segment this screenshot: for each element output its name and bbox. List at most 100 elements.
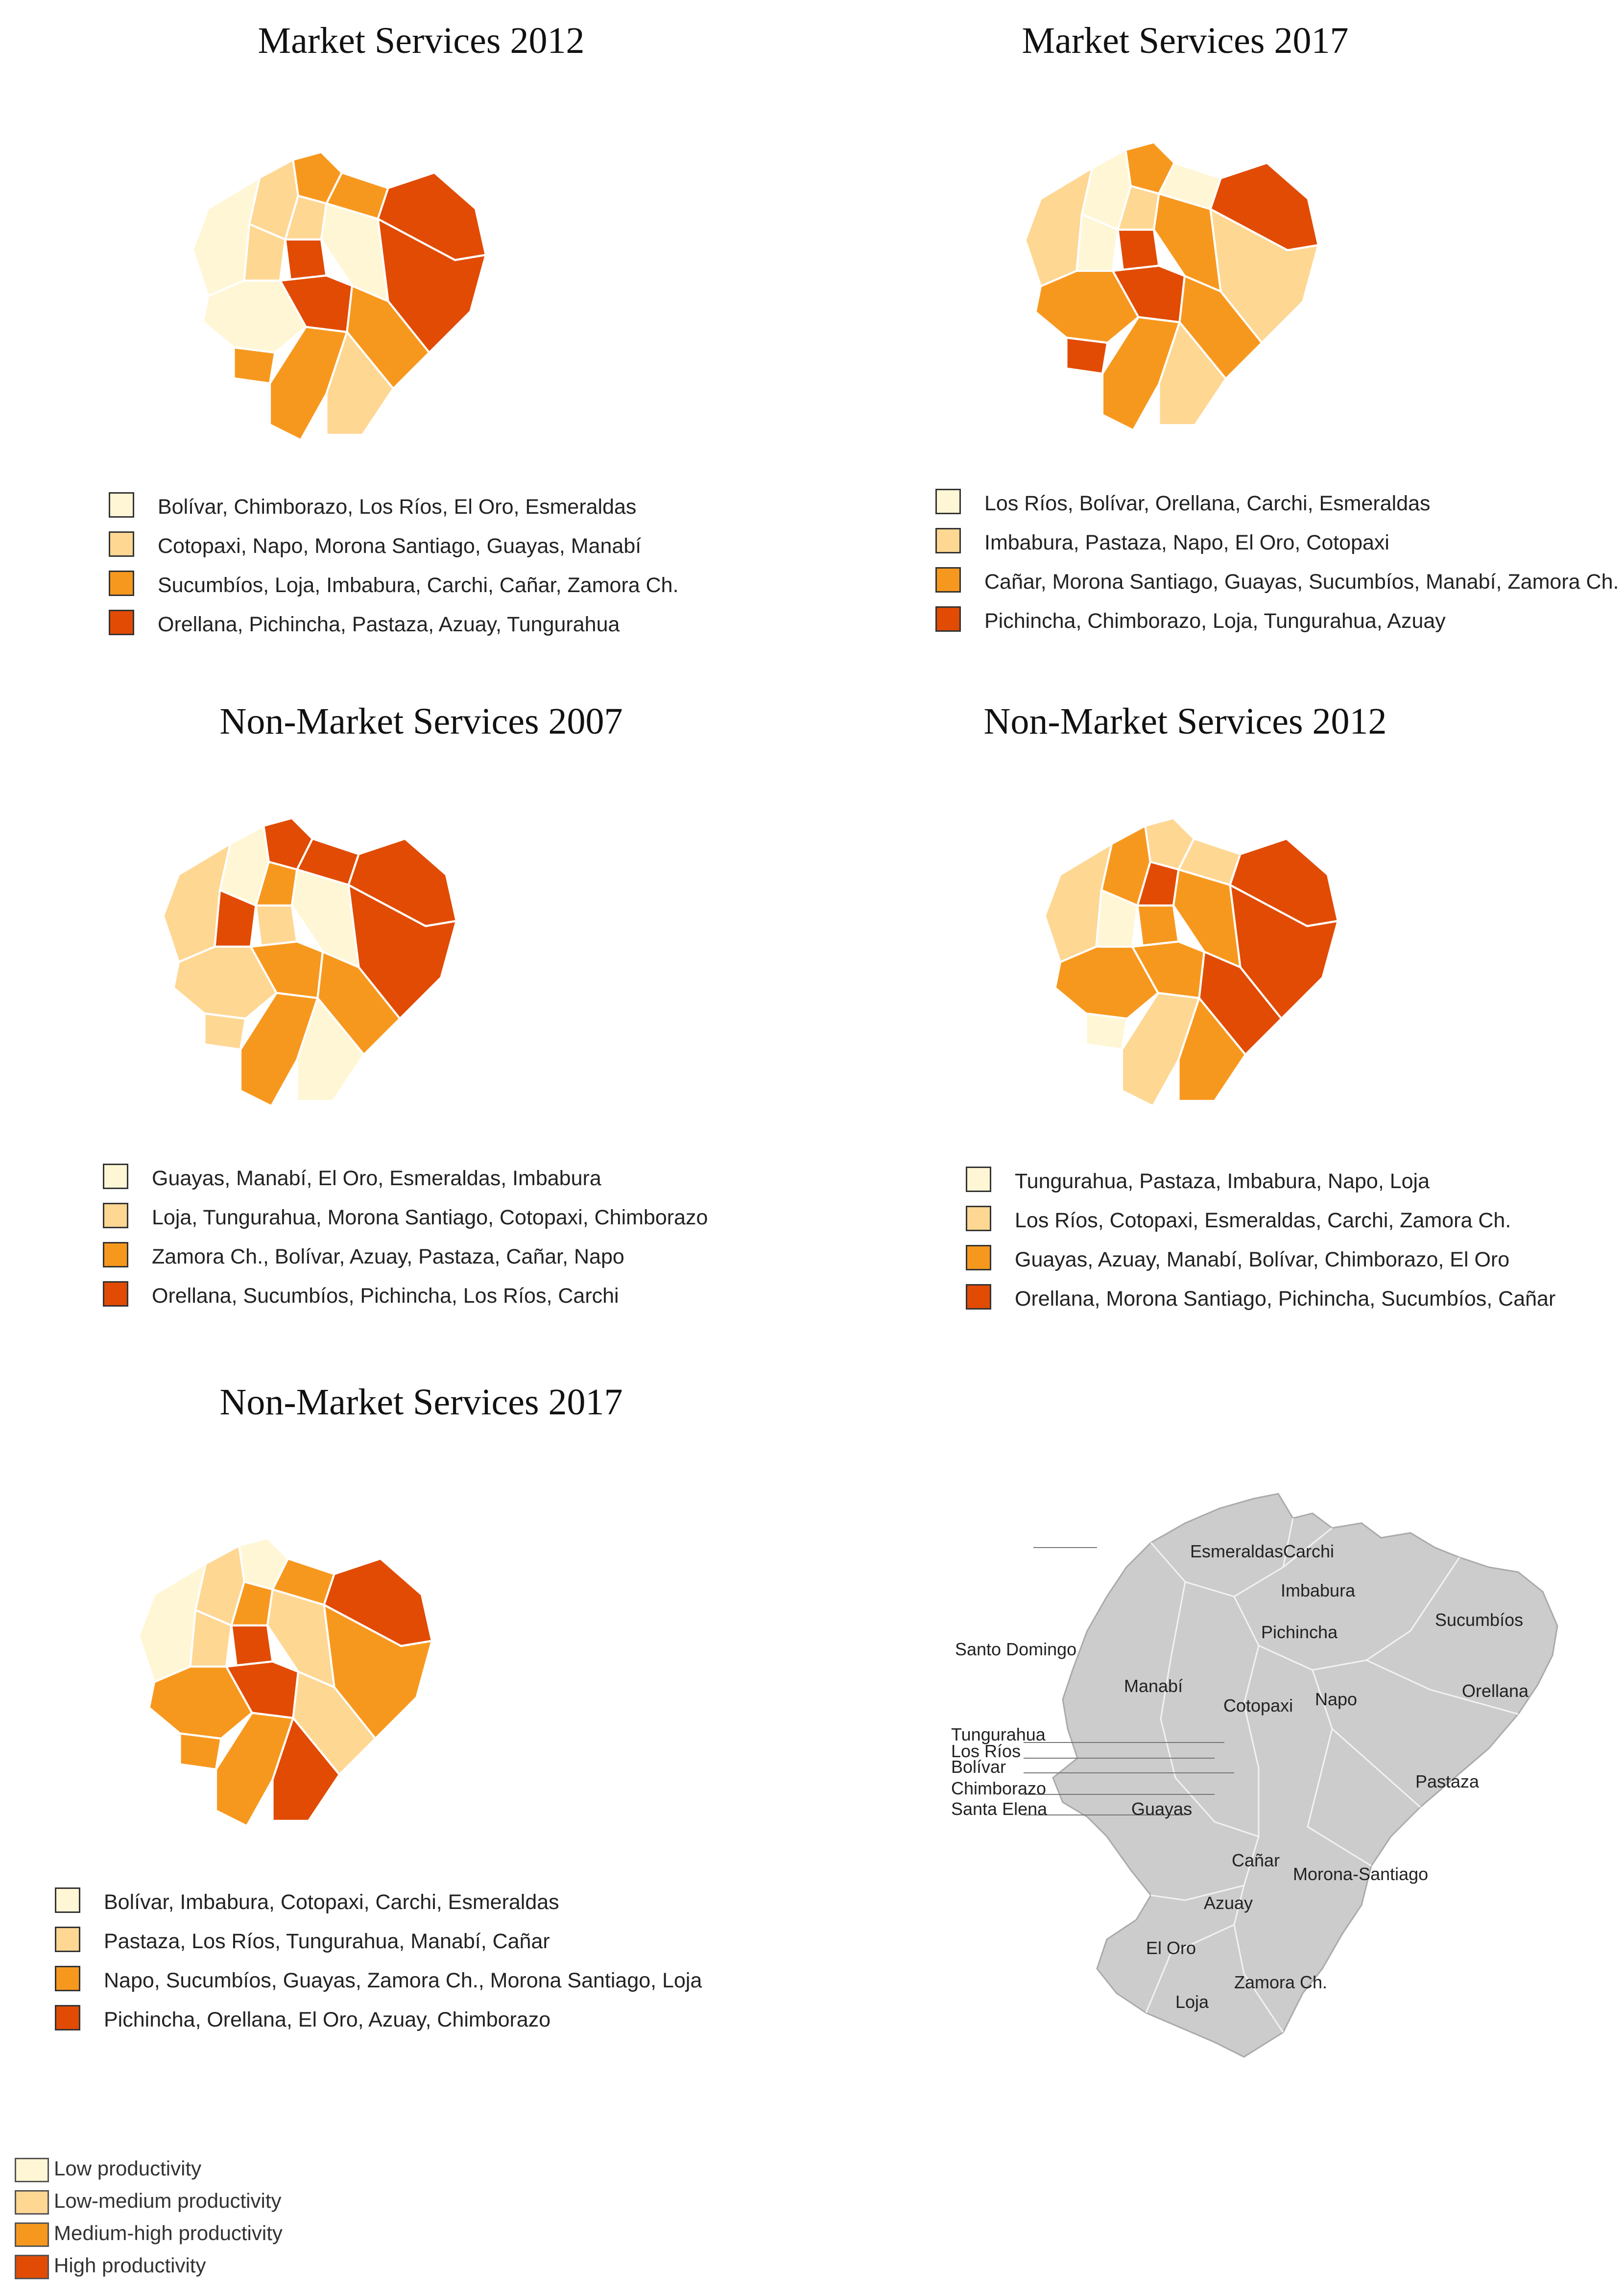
key-swatch-high — [15, 2255, 49, 2279]
legend-swatch-medium-high — [103, 1242, 128, 1267]
legend-label: Cotopaxi, Napo, Morona Santiago, Guayas,… — [158, 534, 642, 558]
key-label: Low productivity — [54, 2157, 202, 2180]
province-map — [191, 151, 487, 441]
panel-non-market-services-2017: Non-Market Services 2017 — [78, 1381, 764, 1430]
province-region — [1065, 336, 1109, 375]
legend-swatch-medium-high — [55, 1966, 80, 1991]
legend-label: Pichincha, Orellana, El Oro, Azuay, Chim… — [104, 2008, 551, 2031]
province-label: Morona-Santiago — [1293, 1864, 1428, 1884]
province-region — [1158, 321, 1227, 427]
province-region — [1198, 951, 1283, 1056]
legend-swatch-low — [109, 492, 134, 518]
reference-province-map: Esmeraldas Carchi Imbabura Sucumbíos San… — [951, 1493, 1558, 2058]
province-region — [172, 945, 278, 1020]
province-label: Imbabura — [1281, 1580, 1356, 1600]
province-region — [325, 331, 395, 436]
province-label: Chimborazo — [951, 1778, 1046, 1798]
legend-swatch-low-medium — [966, 1206, 991, 1231]
key-swatch-low — [15, 2158, 49, 2182]
legend-label: Pichincha, Chimborazo, Loja, Tungurahua,… — [984, 609, 1446, 633]
legend-label: Bolívar, Chimborazo, Los Ríos, El Oro, E… — [158, 495, 637, 519]
legend-label: Los Ríos, Bolívar, Orellana, Carchi, Esm… — [984, 492, 1431, 515]
province-label: Los Ríos — [951, 1741, 1021, 1761]
province-region — [202, 279, 307, 354]
province-region — [1136, 904, 1180, 948]
key-label: Low-medium productivity — [54, 2189, 282, 2212]
legend-swatch-low-medium — [103, 1203, 128, 1228]
legend-label: Imbabura, Pastaza, Napo, El Oro, Cotopax… — [984, 531, 1389, 554]
legend-label: Sucumbíos, Loja, Imbabura, Carchi, Cañar… — [158, 573, 679, 597]
legend-swatch-low-medium — [935, 528, 961, 553]
legend-swatch-low — [966, 1167, 991, 1192]
panel-title: Market Services 2017 — [1022, 20, 1349, 61]
province-region — [1117, 228, 1160, 272]
province-label: Esmeraldas — [1190, 1541, 1283, 1561]
legend-swatch-low — [103, 1164, 128, 1189]
legend-label: Orellana, Sucumbíos, Pichincha, Los Ríos… — [152, 1284, 619, 1308]
legend-label: Orellana, Morona Santiago, Pichincha, Su… — [1015, 1287, 1556, 1311]
legend-swatch-low-medium — [109, 531, 134, 557]
key-swatch-medium-high — [15, 2222, 49, 2247]
province-region — [346, 285, 430, 390]
province-label: Santa Elena — [951, 1799, 1048, 1819]
province-label: Loja — [1175, 1992, 1209, 2012]
province-label: Cotopaxi — [1223, 1695, 1293, 1716]
leader-lines — [1024, 1547, 1234, 1815]
legend-label: Los Ríos, Cotopaxi, Esmeraldas, Carchi, … — [1015, 1209, 1511, 1232]
panel-non-market-services-2007: Non-Market Services 2007 — [78, 700, 764, 749]
province-label: Guayas — [1131, 1799, 1192, 1819]
province-region — [1178, 275, 1263, 380]
legend-label: Pastaza, Los Ríos, Tungurahua, Manabí, C… — [104, 1930, 550, 1953]
legend-swatch-low — [55, 1887, 80, 1913]
legend-label: Tungurahua, Pastaza, Imbabura, Napo, Loj… — [1015, 1169, 1430, 1193]
province-region — [1085, 1012, 1128, 1051]
province-label: Pastaza — [1415, 1771, 1480, 1791]
legend-swatch-low-medium — [55, 1927, 80, 1952]
legend-swatch-low — [935, 489, 961, 514]
province-region — [179, 1732, 222, 1771]
province-label: Cañar — [1232, 1850, 1280, 1870]
panel-non-market-services-2012: Non-Market Services 2012 — [940, 700, 1624, 749]
province-label: El Oro — [1146, 1938, 1196, 1958]
legend-swatch-medium-high — [935, 567, 961, 593]
reference-map-outline — [1052, 1493, 1558, 2058]
panel-market-services-2012: Market Services 2012 — [78, 20, 764, 656]
legend-label: Zamora Ch., Bolívar, Azuay, Pastaza, Cañ… — [152, 1245, 624, 1268]
province-region — [230, 1624, 274, 1668]
legend-label: Cañar, Morona Santiago, Guayas, Sucumbío… — [984, 570, 1619, 594]
province-region — [1177, 997, 1247, 1102]
province-label: Manabí — [1124, 1676, 1183, 1696]
legend-swatch-high — [109, 610, 134, 635]
province-region — [271, 1717, 341, 1822]
legend-swatch-medium-high — [109, 571, 134, 596]
legend-swatch-high — [966, 1284, 991, 1310]
legend-label: Loja, Tungurahua, Morona Santiago, Cotop… — [152, 1206, 708, 1229]
province-borders — [1145, 1518, 1519, 2033]
province-label: Bolívar — [951, 1757, 1006, 1777]
key-swatch-low-medium — [15, 2190, 49, 2215]
province-region — [1054, 945, 1159, 1020]
panel-title: Non-Market Services 2007 — [219, 701, 623, 742]
panel-market-services-2017: Market Services 2017 — [940, 20, 1624, 69]
legend-label: Napo, Sucumbíos, Guayas, Zamora Ch., Mor… — [104, 1969, 702, 1992]
legend-swatch-high — [103, 1281, 128, 1307]
province-region — [292, 1671, 377, 1776]
province-region — [233, 346, 276, 385]
province-label: Napo — [1315, 1689, 1357, 1709]
legend-label: Guayas, Manabí, El Oro, Esmeraldas, Imba… — [152, 1167, 601, 1190]
province-label: Pichincha — [1261, 1622, 1338, 1642]
province-map — [162, 817, 458, 1107]
panel-title: Non-Market Services 2017 — [219, 1382, 623, 1423]
province-label: Carchi — [1283, 1541, 1334, 1561]
province-map — [1024, 141, 1320, 431]
province-region — [255, 904, 298, 948]
legend-swatch-high — [935, 606, 961, 632]
legend-label: Bolívar, Imbabura, Cotopaxi, Carchi, Esm… — [104, 1890, 559, 1914]
province-region — [284, 238, 328, 282]
province-region — [1034, 269, 1140, 344]
province-map — [138, 1537, 433, 1827]
province-region — [203, 1012, 247, 1051]
province-label: Zamora Ch. — [1234, 1972, 1327, 1992]
legend-swatch-high — [55, 2005, 80, 2030]
province-region — [316, 951, 401, 1056]
